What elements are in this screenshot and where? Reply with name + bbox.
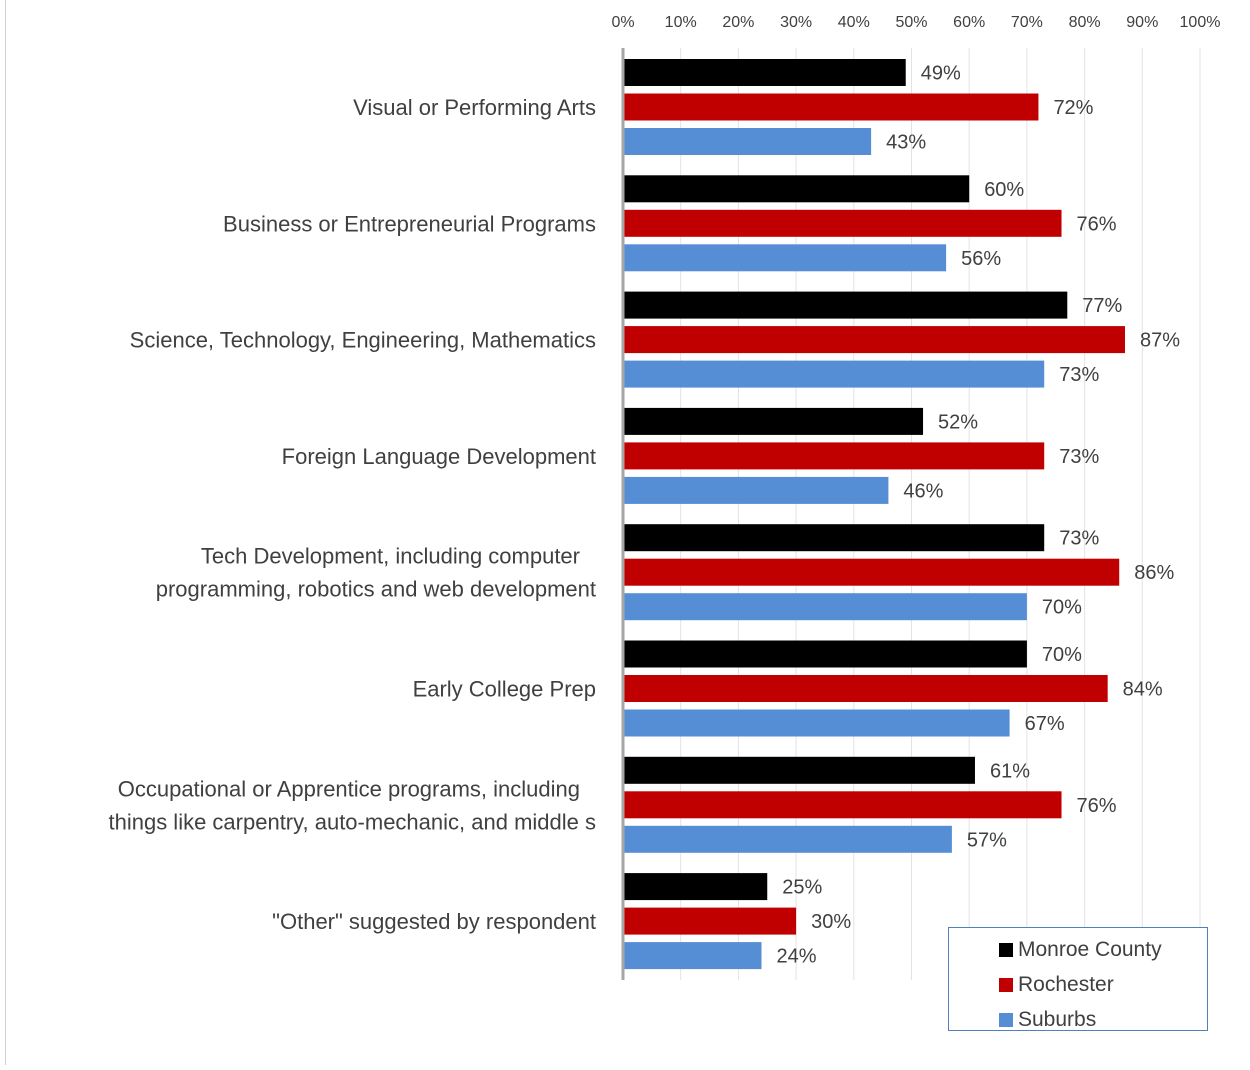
bar-monroe-county — [624, 524, 1045, 552]
category-label: "Other" suggested by respondent — [272, 909, 596, 934]
bar-rochester — [624, 326, 1125, 354]
data-label-monroe-county: 73% — [1059, 528, 1099, 550]
category-label: things like carpentry, auto-mechanic, an… — [108, 809, 596, 834]
bar-rochester — [624, 93, 1039, 121]
bar-rochester — [624, 209, 1062, 237]
legend-swatch-monroe-county — [999, 942, 1013, 957]
legend-item-monroe-county: Monroe County — [949, 932, 1207, 967]
data-label-monroe-county: 49% — [921, 63, 961, 85]
legend-swatch-rochester — [999, 977, 1013, 992]
bar-rochester — [624, 442, 1045, 470]
bar-suburbs — [624, 128, 872, 155]
legend-label-rochester: Rochester — [1018, 972, 1114, 996]
legend: Monroe County Rochester Suburbs — [948, 927, 1208, 1031]
bar-rochester — [624, 675, 1108, 702]
data-label-monroe-county: 70% — [1042, 644, 1082, 666]
data-label-rochester: 30% — [811, 911, 851, 933]
bar-rochester — [624, 558, 1120, 586]
bar-monroe-county — [624, 640, 1027, 668]
x-tick-label: 40% — [838, 14, 870, 31]
data-label-monroe-county: 52% — [938, 411, 978, 433]
data-label-rochester: 87% — [1140, 330, 1180, 352]
bars — [624, 59, 1125, 970]
data-label-suburbs: 24% — [776, 946, 816, 968]
bar-rochester — [624, 907, 797, 935]
category-label: Visual or Performing Arts — [353, 95, 596, 120]
bar-suburbs — [624, 476, 889, 504]
data-label-suburbs: 73% — [1059, 364, 1099, 386]
bar-suburbs — [624, 360, 1045, 388]
category-label: Tech Development, including computer — [201, 544, 580, 569]
x-axis-ticks: 0% 10% 20% 30% 40% 50% 60% 70% 80% 90% 100% — [611, 14, 1220, 31]
data-label-rochester: 73% — [1059, 446, 1099, 468]
data-label-suburbs: 43% — [886, 132, 926, 154]
category-label: Business or Entrepreneurial Programs — [223, 211, 596, 236]
x-tick-label: 30% — [780, 14, 812, 31]
data-label-suburbs: 70% — [1042, 597, 1082, 619]
category-label: Early College Prep — [413, 677, 596, 702]
data-label-suburbs: 46% — [903, 480, 943, 502]
x-tick-label: 70% — [1011, 14, 1043, 31]
bar-suburbs — [624, 244, 947, 272]
x-tick-label: 90% — [1126, 14, 1158, 31]
legend-label-monroe-county: Monroe County — [1018, 937, 1162, 961]
bar-monroe-county — [624, 59, 906, 86]
legend-item-rochester: Rochester — [949, 967, 1207, 1002]
data-label-rochester: 72% — [1053, 97, 1093, 119]
data-label-monroe-county: 25% — [782, 877, 822, 899]
data-label-suburbs: 56% — [961, 248, 1001, 270]
bar-suburbs — [624, 942, 762, 970]
data-label-monroe-county: 60% — [984, 179, 1024, 201]
data-label-suburbs: 67% — [1025, 713, 1065, 735]
data-label-suburbs: 57% — [967, 829, 1007, 851]
x-tick-label: 100% — [1180, 14, 1221, 31]
x-tick-label: 0% — [611, 14, 634, 31]
data-label-rochester: 76% — [1077, 213, 1117, 235]
bar-suburbs — [624, 709, 1010, 737]
legend-label-suburbs: Suburbs — [1018, 1007, 1097, 1031]
gridlines — [680, 48, 1201, 980]
bar-monroe-county — [624, 175, 970, 203]
data-label-rochester: 76% — [1077, 795, 1117, 817]
data-labels: 49% 72% 43% 60% 76% 56% 77% 87% 73% 52% 73% 46% 73% 8… — [776, 63, 1180, 968]
bar-monroe-county — [624, 407, 924, 435]
legend-swatch-suburbs — [999, 1012, 1013, 1027]
bar-suburbs — [624, 593, 1027, 621]
bar-suburbs — [624, 825, 952, 853]
bar-monroe-county — [624, 873, 768, 901]
frame-border — [5, 0, 6, 1065]
category-label: Science, Technology, Engineering, Mathem… — [130, 328, 596, 353]
x-tick-label: 80% — [1069, 14, 1101, 31]
bar-monroe-county — [624, 291, 1068, 319]
bar-rochester — [624, 791, 1062, 819]
category-label: programming, robotics and web developmen… — [156, 577, 596, 602]
data-label-monroe-county: 61% — [990, 760, 1030, 782]
category-labels: Visual or Performing Arts Business or Ent… — [108, 95, 596, 934]
x-tick-label: 50% — [895, 14, 927, 31]
x-tick-label: 20% — [722, 14, 754, 31]
x-tick-label: 10% — [665, 14, 697, 31]
data-label-rochester: 86% — [1134, 562, 1174, 584]
category-label: Occupational or Apprentice programs, inc… — [118, 776, 580, 801]
x-tick-label: 60% — [953, 14, 985, 31]
category-label: Foreign Language Development — [282, 444, 596, 469]
legend-item-suburbs: Suburbs — [949, 1002, 1207, 1037]
bar-monroe-county — [624, 756, 975, 784]
data-label-rochester: 84% — [1123, 679, 1163, 701]
data-label-monroe-county: 77% — [1082, 295, 1122, 317]
